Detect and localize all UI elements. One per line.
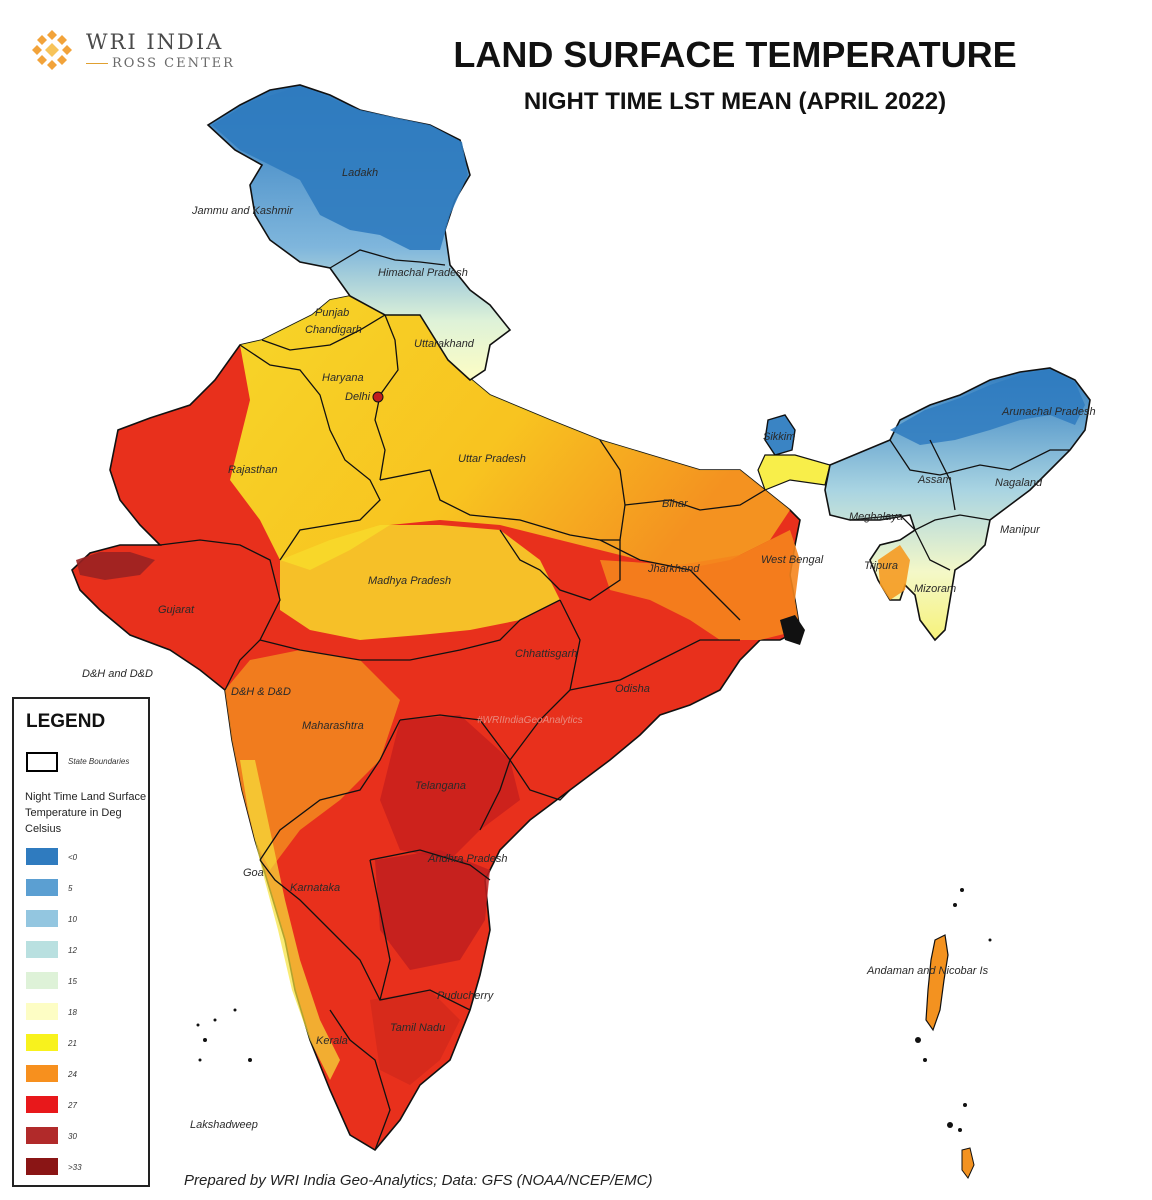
label-chhattisgarh: Chhattisgarh: [515, 648, 577, 660]
legend-swatch: [26, 1065, 58, 1082]
map-title: LAND SURFACE TEMPERATURE: [453, 34, 1017, 75]
label-odisha: Odisha: [615, 683, 650, 695]
label-meghalaya: Meghalaya: [849, 511, 903, 523]
legend-swatch: [26, 1127, 58, 1144]
label-puducherry: Puducherry: [437, 990, 495, 1002]
gangetic-plain: [230, 296, 790, 570]
legend-swatch: [26, 1034, 58, 1051]
label-arunachal: Arunachal Pradesh: [1001, 406, 1096, 418]
legend-swatch-label: 21: [68, 1039, 77, 1048]
watermark-hashtag: #WRIIndiaGeoAnalytics: [477, 715, 583, 726]
logo-subname: ROSS CENTER: [86, 56, 235, 71]
hot-core-telangana: [380, 715, 520, 860]
label-himachal: Himachal Pradesh: [378, 267, 468, 279]
central-highlands: [280, 525, 560, 640]
label-jharkhand: Jharkhand: [647, 563, 700, 575]
legend-swatch-label: <0: [68, 853, 78, 862]
tripura-mizoram-orange: [878, 545, 910, 600]
label-uttar-pradesh: Uttar Pradesh: [458, 453, 526, 465]
legend-swatch-label: 24: [68, 1070, 77, 1079]
legend-swatch-label: 30: [68, 1132, 77, 1141]
label-assam: Assam: [917, 474, 952, 486]
label-kerala: Kerala: [316, 1035, 348, 1047]
delhi-marker: [372, 391, 384, 403]
label-rajasthan: Rajasthan: [228, 464, 278, 476]
island-specks: [196, 888, 992, 1132]
legend-title: LEGEND: [26, 711, 106, 732]
label-dh-dd-1: D&H and D&D: [82, 668, 153, 680]
legend-swatch-label: 27: [68, 1101, 77, 1110]
label-uttarakhand: Uttarakhand: [414, 338, 475, 350]
label-chandigarh: Chandigarh: [305, 324, 362, 336]
hot-core-kutch: [76, 552, 155, 580]
legend-heading: Night Time Land Surface Temperature in D…: [25, 791, 147, 835]
legend-swatch-label: 10: [68, 915, 77, 924]
label-andaman-nicobar: Andaman and Nicobar Is: [866, 965, 989, 977]
label-ladakh: Ladakh: [342, 167, 378, 179]
state-boundary-swatch: [26, 752, 58, 772]
logo-name: WRI INDIA: [86, 30, 224, 54]
label-goa: Goa: [243, 867, 264, 879]
hot-core-ap: [375, 850, 490, 970]
andaman-islands: [925, 934, 949, 1032]
label-andhra-pradesh: Andhra Pradesh: [427, 853, 508, 865]
western-ghats: [240, 760, 340, 1080]
sikkim: [764, 414, 796, 456]
legend-swatch: [26, 1158, 58, 1175]
legend-swatch-label: 12: [68, 946, 77, 955]
arunachal-ice: [890, 370, 1085, 445]
data-credit: Prepared by WRI India Geo-Analytics; Dat…: [184, 1172, 653, 1189]
legend-swatch: [26, 1003, 58, 1020]
sundarbans: [780, 615, 805, 645]
label-jammu-kashmir: Jammu and Kashmir: [191, 205, 294, 217]
label-nagaland: Nagaland: [995, 477, 1043, 489]
legend-swatch-label: 15: [68, 977, 77, 986]
state-boundary-label: State Boundaries: [68, 757, 130, 766]
legend-swatch-label: 18: [68, 1008, 77, 1017]
legend-swatch: [26, 848, 58, 865]
label-tamil-nadu: Tamil Nadu: [390, 1022, 445, 1034]
label-bihar: Bihar: [662, 498, 689, 510]
label-manipur: Manipur: [1000, 524, 1041, 536]
wri-logo: WRI INDIA ROSS CENTER: [30, 28, 260, 76]
legend-swatch: [26, 1096, 58, 1113]
state-boundaries: [159, 249, 1070, 1151]
orange-belt-west: [225, 650, 400, 870]
label-west-bengal: West Bengal: [761, 554, 824, 566]
legend-panel: LEGEND State Boundaries Night Time Land …: [12, 697, 150, 1187]
legend-swatch: [26, 941, 58, 958]
legend-swatch: [26, 910, 58, 927]
label-delhi: Delhi: [345, 391, 371, 403]
legend-swatch-label: >33: [68, 1163, 82, 1172]
legend-swatch: [26, 879, 58, 896]
label-mizoram: Mizoram: [914, 583, 956, 595]
label-lakshadweep: Lakshadweep: [190, 1119, 258, 1131]
label-madhya-pradesh: Madhya Pradesh: [368, 575, 451, 587]
hot-core-tamilnadu: [370, 990, 460, 1085]
label-karnataka: Karnataka: [290, 882, 340, 894]
label-tripura: Tripura: [864, 560, 898, 572]
legend-swatch-label: 5: [68, 884, 73, 893]
orange-belt-east: [600, 530, 800, 640]
label-maharashtra: Maharashtra: [302, 720, 364, 732]
wri-logo-icon: [32, 30, 72, 70]
label-punjab: Punjab: [315, 307, 349, 319]
ladakh-ice: [212, 86, 468, 250]
map-subtitle: NIGHT TIME LST MEAN (APRIL 2022): [523, 88, 947, 115]
nicobar-islands: [961, 1147, 975, 1179]
label-telangana: Telangana: [415, 780, 466, 792]
legend-swatch: [26, 972, 58, 989]
wb-north-strip: [757, 454, 831, 491]
label-haryana: Haryana: [322, 372, 364, 384]
label-sikkim: Sikkim: [763, 431, 795, 443]
label-gujarat: Gujarat: [158, 604, 195, 616]
label-dh-dd-2: D&H & D&D: [231, 686, 291, 698]
